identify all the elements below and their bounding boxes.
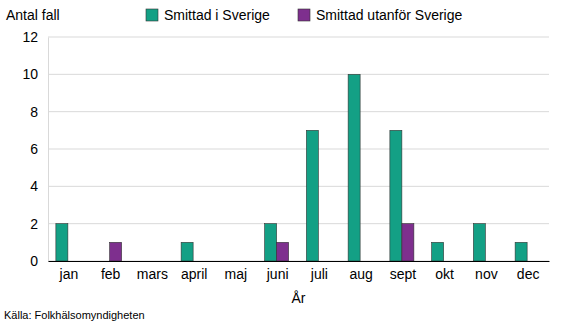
bar <box>223 261 235 262</box>
grid-line <box>48 186 549 187</box>
bar <box>360 261 372 262</box>
x-tick-label: nov <box>475 266 498 282</box>
bar-series <box>110 224 414 261</box>
bar <box>390 130 402 261</box>
x-tick: dec <box>517 261 540 282</box>
bar <box>444 261 456 262</box>
y-tick-label: 12 <box>22 29 38 45</box>
x-tick-label: dec <box>517 266 540 282</box>
x-tick-label: okt <box>435 266 454 282</box>
legend-swatch <box>298 9 310 21</box>
x-tick: jan <box>59 261 79 282</box>
legend-item: Smittad utanför Sverige <box>298 7 463 23</box>
x-tick: april <box>181 261 207 282</box>
x-tick-label: april <box>181 266 207 282</box>
y-tick-label: 6 <box>30 141 38 157</box>
plot: 0 2 4 6 8 10 12 jan febmars april maj juni juli aug se… <box>22 29 549 282</box>
grid-line <box>48 149 549 150</box>
bar <box>139 261 151 262</box>
x-tick: feb <box>101 261 121 282</box>
x-tick: aug <box>349 261 372 282</box>
y-tick: 12 <box>22 29 48 45</box>
chart: 0 2 4 6 8 10 12 jan febmars april maj juni juli aug se… <box>0 0 567 324</box>
x-tick-label: mars <box>137 266 168 282</box>
y-tick: 0 <box>30 253 48 269</box>
bar <box>110 242 122 261</box>
bar <box>432 242 444 261</box>
y-tick-label: 8 <box>30 104 38 120</box>
x-tick: juli <box>310 261 328 282</box>
bar <box>318 261 330 262</box>
grid-line <box>48 111 549 112</box>
bar <box>485 261 497 262</box>
x-axis-title: År <box>292 290 306 306</box>
x-tick: okt <box>435 261 454 282</box>
bar <box>515 242 527 261</box>
x-tick-label: juni <box>266 266 289 282</box>
y-tick: 4 <box>30 178 48 194</box>
y-axis: 0 2 4 6 8 10 12 <box>22 29 48 269</box>
bar <box>98 261 110 262</box>
y-tick-label: 4 <box>30 178 38 194</box>
bar <box>193 261 205 262</box>
x-tick-label: sept <box>390 266 417 282</box>
x-axis: jan febmars april maj juni juli aug sept okt nov d… <box>49 261 550 282</box>
y-tick-label: 2 <box>30 216 38 232</box>
legend-label: Smittad i Sverige <box>164 7 270 23</box>
x-tick-label: maj <box>225 266 248 282</box>
y-tick-label: 10 <box>22 66 38 82</box>
legend: Smittad i Sverige Smittad utanför Sverige <box>146 7 463 23</box>
x-tick-label: jan <box>59 266 79 282</box>
x-tick: juni <box>266 261 289 282</box>
bar <box>151 261 163 262</box>
grid <box>48 37 549 261</box>
bar <box>265 224 277 261</box>
bar <box>68 261 80 262</box>
bar <box>277 242 289 261</box>
x-tick: mars <box>137 261 168 282</box>
x-tick-label: feb <box>101 266 121 282</box>
legend-label: Smittad utanför Sverige <box>316 7 463 23</box>
bar <box>56 224 68 261</box>
y-tick: 6 <box>30 141 48 157</box>
bar <box>235 261 247 262</box>
source: Källa: Folkhälsomyndigheten <box>4 309 145 321</box>
y-axis-line <box>48 38 49 262</box>
x-tick-label: juli <box>310 266 328 282</box>
x-tick: nov <box>475 261 498 282</box>
y-tick: 2 <box>30 216 48 232</box>
grid-line <box>48 74 549 75</box>
y-axis-title: Antal fall <box>6 7 60 23</box>
y-tick-label: 0 <box>30 253 38 269</box>
legend-swatch <box>146 9 158 21</box>
grid-line <box>48 37 549 38</box>
legend-item: Smittad i Sverige <box>146 7 270 23</box>
x-tick: maj <box>225 261 248 282</box>
bar <box>348 74 360 261</box>
bars <box>56 74 527 261</box>
bar <box>181 242 193 261</box>
y-tick: 10 <box>22 66 48 82</box>
x-tick-label: aug <box>349 266 372 282</box>
bar <box>306 130 318 261</box>
x-tick: sept <box>390 261 417 282</box>
bar <box>402 224 414 261</box>
x-axis-line <box>49 261 550 262</box>
y-tick: 8 <box>30 104 48 120</box>
bar <box>473 224 485 261</box>
bar <box>527 261 539 262</box>
bar-series <box>56 74 527 261</box>
